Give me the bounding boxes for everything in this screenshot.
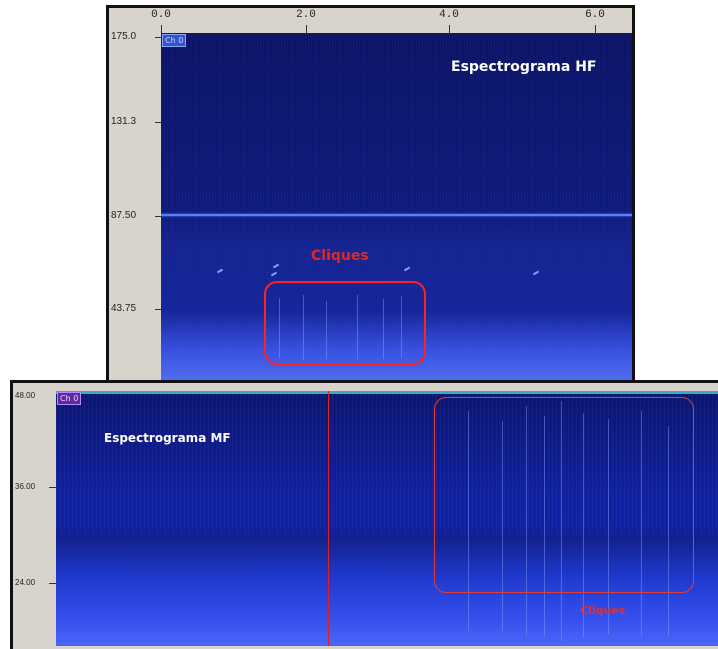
hf-y-label-131: 131.3 [111, 116, 137, 127]
mf-click-streak [561, 401, 562, 641]
mf-y-label-48: 48.00 [15, 391, 36, 400]
hf-click-chirp [272, 263, 280, 269]
hf-spectrogram-title: Espectrograma HF [451, 59, 597, 75]
hf-y-tick [155, 37, 161, 38]
hf-click-streak [303, 295, 304, 360]
mf-channel-badge: Ch 0 [57, 392, 82, 405]
hf-click-chirp [403, 266, 411, 272]
mf-y-tick [49, 583, 56, 584]
mf-y-label-36: 36.00 [15, 482, 36, 491]
mf-click-streak [544, 416, 545, 636]
hf-x-tick [161, 25, 162, 33]
hf-click-streak [401, 296, 402, 358]
hf-x-label-0: 0.0 [151, 9, 171, 21]
hf-spectrogram-plot[interactable]: Ch 0 Espectrograma HF Cliques [161, 33, 632, 380]
mf-click-streak [526, 406, 527, 636]
mf-cliques-highlight-box [434, 397, 694, 593]
mf-click-streak [641, 411, 642, 636]
mf-click-streak [468, 411, 469, 631]
hf-y-label-87: 87.50 [111, 210, 137, 221]
hf-x-tick [595, 25, 596, 33]
hf-tonal-line [161, 214, 632, 216]
hf-y-tick [155, 122, 161, 123]
mf-frequency-axis: 48.00 36.00 24.00 [13, 383, 56, 646]
mf-cliques-label: Cliques [580, 604, 626, 617]
hf-cliques-label: Cliques [311, 248, 369, 264]
hf-click-chirp [216, 268, 224, 274]
hf-y-tick [155, 309, 161, 310]
hf-click-chirp [532, 270, 540, 276]
hf-cliques-highlight-box [264, 281, 426, 365]
hf-x-tick [306, 25, 307, 33]
hf-click-chirp [270, 271, 278, 277]
hf-y-tick [155, 216, 161, 217]
hf-x-label-4: 4.0 [439, 9, 459, 21]
mf-click-streak [583, 413, 584, 638]
hf-channel-badge: Ch 0 [162, 34, 187, 47]
mf-spectrogram-plot[interactable]: Ch 0 Espectrograma MF Cliques [56, 391, 718, 646]
mf-plot-top-bar [56, 391, 718, 394]
hf-x-label-2: 2.0 [296, 9, 316, 21]
hf-spectrogram-panel: 0.0 2.0 4.0 6.0 175.0 131.3 87.50 43.75 … [106, 5, 635, 383]
mf-y-tick [49, 487, 56, 488]
mf-click-streak [668, 426, 669, 636]
mf-y-label-24: 24.00 [15, 578, 36, 587]
hf-time-axis: 0.0 2.0 4.0 6.0 [109, 8, 632, 33]
mf-spectrogram-panel: 48.00 36.00 24.00 Ch 0 Espectrograma MF … [10, 380, 718, 649]
mf-time-cursor[interactable] [328, 391, 329, 646]
mf-click-streak [502, 421, 503, 631]
hf-y-label-175: 175.0 [111, 31, 137, 42]
hf-y-label-43: 43.75 [111, 303, 137, 314]
hf-x-tick [449, 25, 450, 33]
mf-click-streak [608, 419, 609, 634]
hf-click-streak [326, 301, 327, 359]
mf-spectrogram-title: Espectrograma MF [104, 431, 231, 445]
hf-click-streak [383, 299, 384, 359]
hf-x-label-6: 6.0 [585, 9, 605, 21]
hf-frequency-axis: 175.0 131.3 87.50 43.75 [109, 31, 161, 380]
hf-click-streak [357, 295, 358, 359]
hf-click-streak [279, 298, 280, 358]
